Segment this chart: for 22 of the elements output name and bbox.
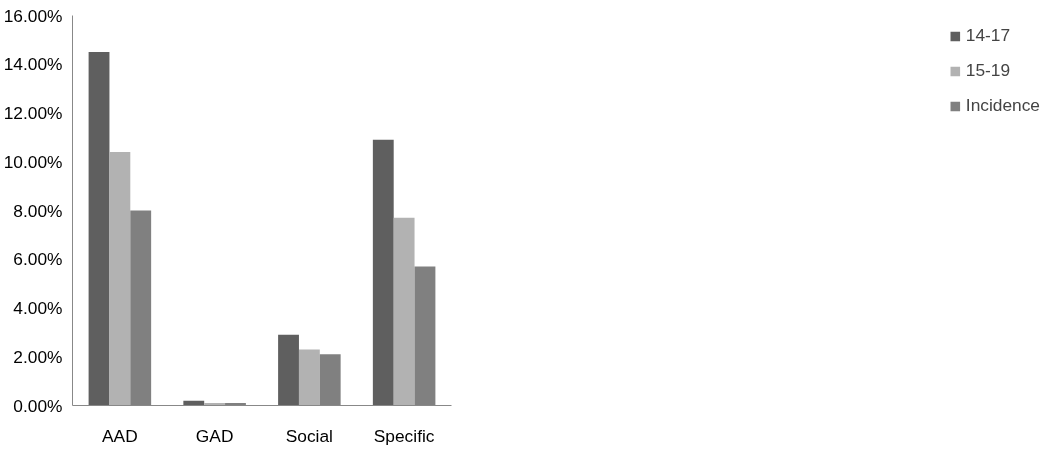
legend-label: 14-17 [965,25,1011,46]
y-tick-label: 12.00% [3,103,63,123]
bar [372,139,394,406]
bar [88,52,110,406]
x-tick-label: Social [285,425,333,446]
bar [278,334,299,406]
y-tick-label: 6.00% [13,249,63,270]
x-tick-label: AAD [102,425,138,446]
bar [109,152,131,406]
y-tick-label: 8.00% [13,200,63,221]
y-tick-label: 2.00% [13,346,63,367]
y-tick-label: 0.00% [13,395,63,416]
bar [298,349,320,406]
bar [393,217,415,406]
legend-label: 15-19 [965,60,1011,81]
y-tick-label: 14.00% [3,54,63,75]
legend-label: Incidence [965,95,1040,116]
y-tick-label: 4.00% [13,298,63,318]
x-tick-label: GAD [195,425,234,446]
y-tick-label: 10.00% [3,151,63,172]
x-tick-label: Specific [373,425,435,446]
y-tick-label: 16.00% [3,5,63,26]
